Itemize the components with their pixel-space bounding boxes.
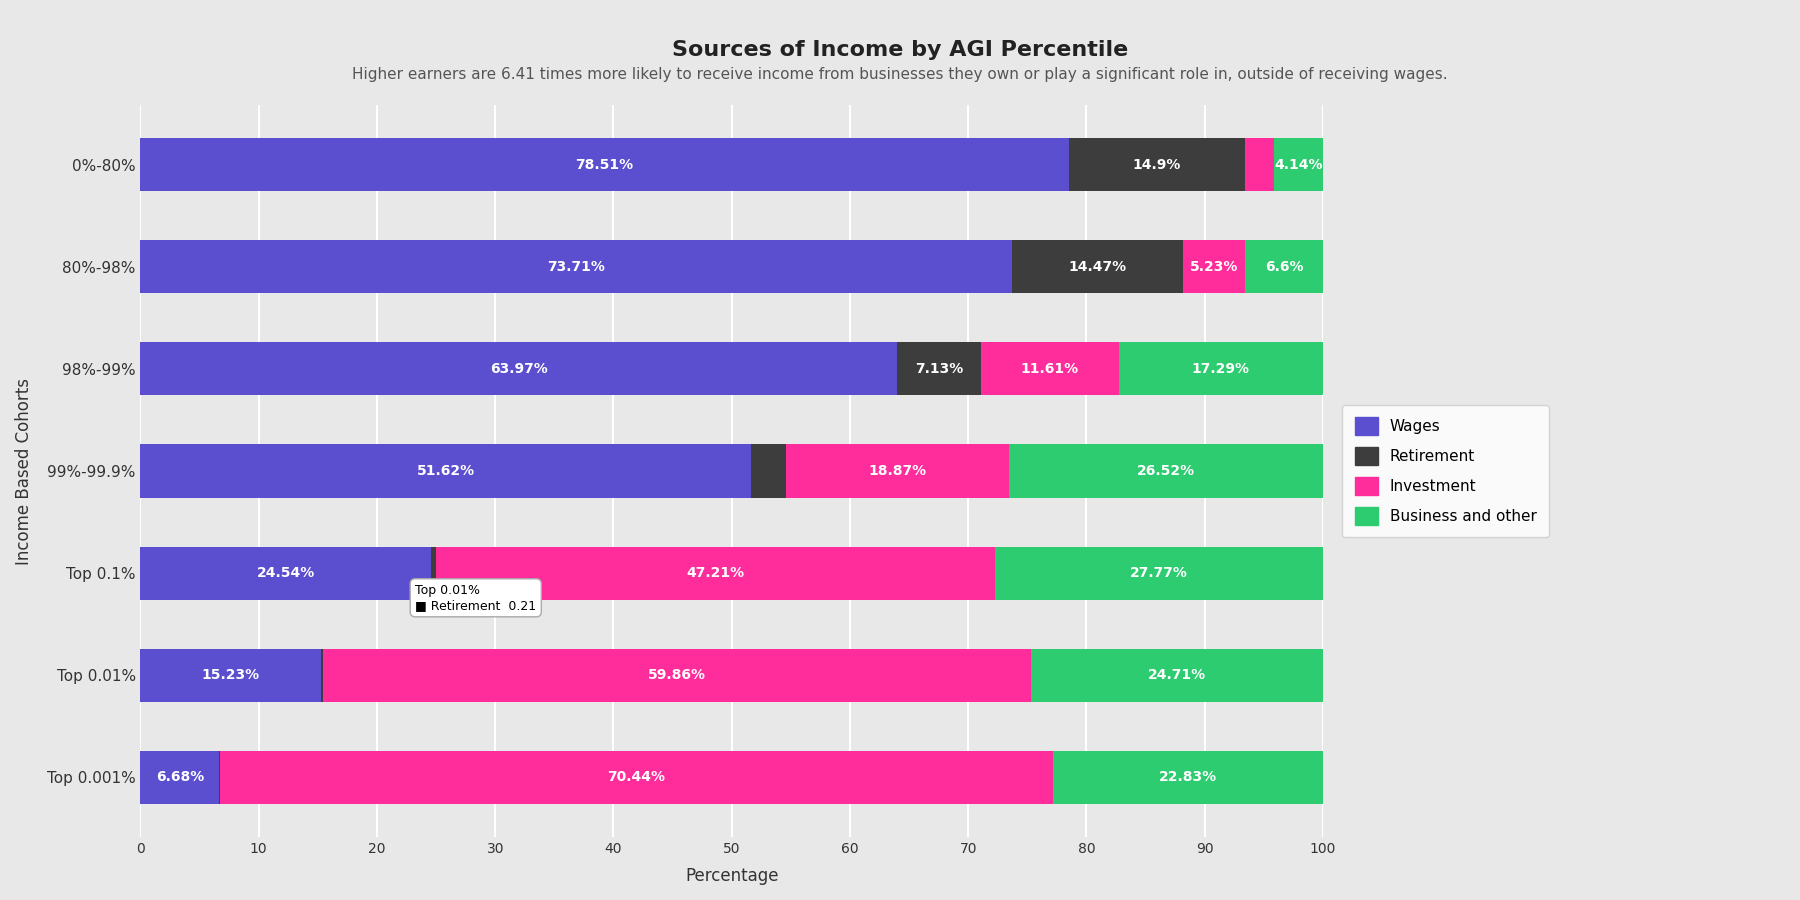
- Bar: [140, 240, 1012, 293]
- Text: 26.52%: 26.52%: [1138, 464, 1195, 478]
- Bar: [140, 139, 1069, 192]
- Bar: [430, 546, 436, 599]
- Text: 51.62%: 51.62%: [416, 464, 475, 478]
- Text: 24.71%: 24.71%: [1148, 668, 1206, 682]
- Bar: [995, 546, 1323, 599]
- Text: 18.87%: 18.87%: [869, 464, 927, 478]
- Bar: [1069, 139, 1246, 192]
- Y-axis label: Income Based Cohorts: Income Based Cohorts: [14, 377, 32, 564]
- Bar: [1274, 139, 1323, 192]
- Text: 63.97%: 63.97%: [490, 362, 547, 376]
- Text: Higher earners are 6.41 times more likely to receive income from businesses they: Higher earners are 6.41 times more likel…: [353, 68, 1447, 83]
- Bar: [787, 445, 1010, 498]
- Text: 27.77%: 27.77%: [1130, 566, 1188, 580]
- Text: 14.47%: 14.47%: [1069, 260, 1127, 274]
- Bar: [1118, 342, 1323, 395]
- Text: Sources of Income by AGI Percentile: Sources of Income by AGI Percentile: [671, 40, 1129, 60]
- Text: 7.13%: 7.13%: [914, 362, 963, 376]
- Text: 22.83%: 22.83%: [1159, 770, 1217, 784]
- Text: 17.29%: 17.29%: [1192, 362, 1249, 376]
- Text: 14.9%: 14.9%: [1132, 158, 1181, 172]
- Bar: [751, 445, 787, 498]
- Bar: [896, 342, 981, 395]
- Text: 15.23%: 15.23%: [202, 668, 259, 682]
- Bar: [1010, 445, 1323, 498]
- Bar: [436, 546, 995, 599]
- Bar: [1031, 649, 1323, 702]
- Bar: [140, 445, 751, 498]
- Bar: [1183, 240, 1246, 293]
- Bar: [140, 751, 220, 804]
- Text: 70.44%: 70.44%: [608, 770, 666, 784]
- Bar: [981, 342, 1118, 395]
- Bar: [320, 649, 322, 702]
- Text: 6.68%: 6.68%: [157, 770, 203, 784]
- Bar: [1246, 240, 1323, 293]
- Text: Top 0.01%
■ Retirement  0.21: Top 0.01% ■ Retirement 0.21: [416, 584, 536, 612]
- Bar: [140, 649, 320, 702]
- Bar: [140, 546, 430, 599]
- Bar: [1012, 240, 1183, 293]
- Legend: Wages, Retirement, Investment, Business and other: Wages, Retirement, Investment, Business …: [1343, 405, 1548, 537]
- Bar: [220, 751, 1053, 804]
- Text: 73.71%: 73.71%: [547, 260, 605, 274]
- Text: 47.21%: 47.21%: [686, 566, 745, 580]
- Text: 24.54%: 24.54%: [256, 566, 315, 580]
- Text: 59.86%: 59.86%: [648, 668, 706, 682]
- Text: 4.14%: 4.14%: [1274, 158, 1323, 172]
- Bar: [1053, 751, 1323, 804]
- Text: 5.23%: 5.23%: [1190, 260, 1238, 274]
- Bar: [140, 342, 896, 395]
- Text: 6.6%: 6.6%: [1265, 260, 1303, 274]
- Text: 11.61%: 11.61%: [1021, 362, 1078, 376]
- Bar: [322, 649, 1031, 702]
- Bar: [1246, 139, 1274, 192]
- Text: 78.51%: 78.51%: [576, 158, 634, 172]
- X-axis label: Percentage: Percentage: [686, 867, 778, 885]
